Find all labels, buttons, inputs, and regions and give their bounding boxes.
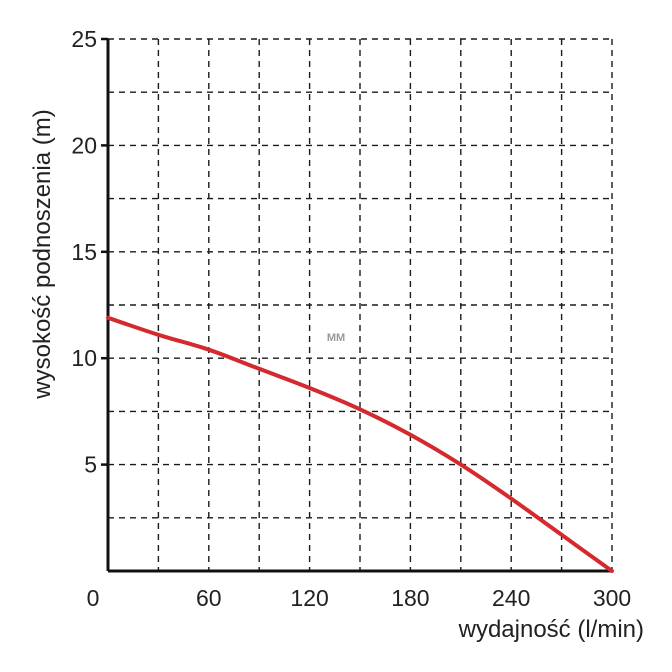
series-layer [106,315,614,573]
x-tick-label: 240 [492,585,530,611]
y-tick-label: 25 [71,26,97,52]
x-tick-label: 60 [196,585,222,611]
watermark: MM [327,332,345,344]
y-tick-label: 10 [71,345,97,371]
x-tick-label: 300 [593,585,631,611]
y-tick-label: 20 [71,132,97,158]
tick-labels: 0 60 120 180 240 300 5 10 15 20 25 [71,26,631,611]
x-tick-label: 0 [87,585,100,611]
x-axis-title: wydajność (l/min) [458,616,644,643]
series-line [106,315,614,573]
x-tick-label: 120 [290,585,328,611]
x-tick-label: 180 [391,585,429,611]
y-tick-label: 15 [71,239,97,265]
y-tick-label: 5 [84,452,97,478]
y-axis-title: wysokość podnoszenia (m) [29,109,56,399]
axes [101,37,612,573]
grid [108,38,613,571]
